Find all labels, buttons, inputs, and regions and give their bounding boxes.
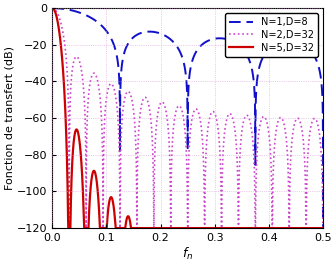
N=1,D=8 <box>148 30 152 33</box>
N=5,D=32 <box>211 226 215 230</box>
N=2,D=32 <box>64 53 68 57</box>
N=1,D=8 <box>265 49 269 52</box>
N=5,D=32 <box>222 226 226 230</box>
N=2,D=32 <box>211 110 215 113</box>
N=2,D=32 <box>265 123 269 127</box>
N=5,D=32 <box>64 124 68 127</box>
N=5,D=32 <box>251 226 255 230</box>
N=2,D=32 <box>148 113 152 117</box>
N=1,D=8 <box>321 226 325 230</box>
Line: N=2,D=32: N=2,D=32 <box>52 8 323 228</box>
N=5,D=32 <box>148 226 152 230</box>
N=5,D=32 <box>50 7 54 10</box>
Y-axis label: Fonction de transfert (dB): Fonction de transfert (dB) <box>4 46 14 190</box>
N=1,D=8 <box>251 74 255 77</box>
N=5,D=32 <box>265 226 269 230</box>
N=1,D=8 <box>50 7 54 10</box>
N=2,D=32 <box>222 133 226 136</box>
N=2,D=32 <box>321 226 325 230</box>
Line: N=5,D=32: N=5,D=32 <box>52 8 323 228</box>
N=2,D=32 <box>251 142 255 145</box>
N=1,D=8 <box>222 37 226 40</box>
N=1,D=8 <box>210 38 214 41</box>
N=2,D=32 <box>50 7 54 10</box>
Legend: N=1,D=8, N=2,D=32, N=5,D=32: N=1,D=8, N=2,D=32, N=5,D=32 <box>225 13 318 57</box>
N=2,D=32 <box>67 226 71 230</box>
Line: N=1,D=8: N=1,D=8 <box>52 8 323 228</box>
X-axis label: $f_n$: $f_n$ <box>182 246 193 262</box>
N=5,D=32 <box>66 226 70 230</box>
N=5,D=32 <box>321 226 325 230</box>
N=1,D=8 <box>64 8 68 11</box>
